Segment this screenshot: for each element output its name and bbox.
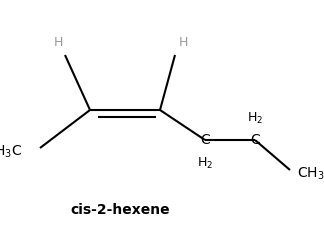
Text: C: C	[250, 133, 260, 147]
Text: H: H	[178, 35, 188, 49]
Text: H$_2$: H$_2$	[247, 111, 263, 126]
Text: C: C	[200, 133, 210, 147]
Text: H$_2$: H$_2$	[197, 156, 213, 171]
Text: H$_3$C: H$_3$C	[0, 144, 22, 160]
Text: CH$_3$: CH$_3$	[297, 166, 324, 182]
Text: cis-2-hexene: cis-2-hexene	[70, 203, 170, 217]
Text: H: H	[53, 35, 63, 49]
